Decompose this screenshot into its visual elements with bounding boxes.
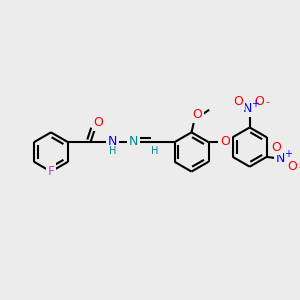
Text: H: H <box>151 146 158 156</box>
Text: O: O <box>220 135 230 148</box>
Text: O: O <box>93 116 103 129</box>
Text: O: O <box>255 95 264 109</box>
Text: O: O <box>272 141 281 154</box>
Text: -: - <box>265 97 269 107</box>
Text: H: H <box>110 146 117 156</box>
Text: N: N <box>107 135 117 148</box>
Text: F: F <box>47 165 55 178</box>
Text: N: N <box>243 102 252 115</box>
Text: N: N <box>276 152 285 165</box>
Text: N: N <box>129 135 138 148</box>
Text: +: + <box>284 149 292 159</box>
Text: -: - <box>298 162 300 172</box>
Text: O: O <box>193 108 202 121</box>
Text: O: O <box>233 95 243 109</box>
Text: +: + <box>250 99 259 109</box>
Text: O: O <box>287 160 297 173</box>
